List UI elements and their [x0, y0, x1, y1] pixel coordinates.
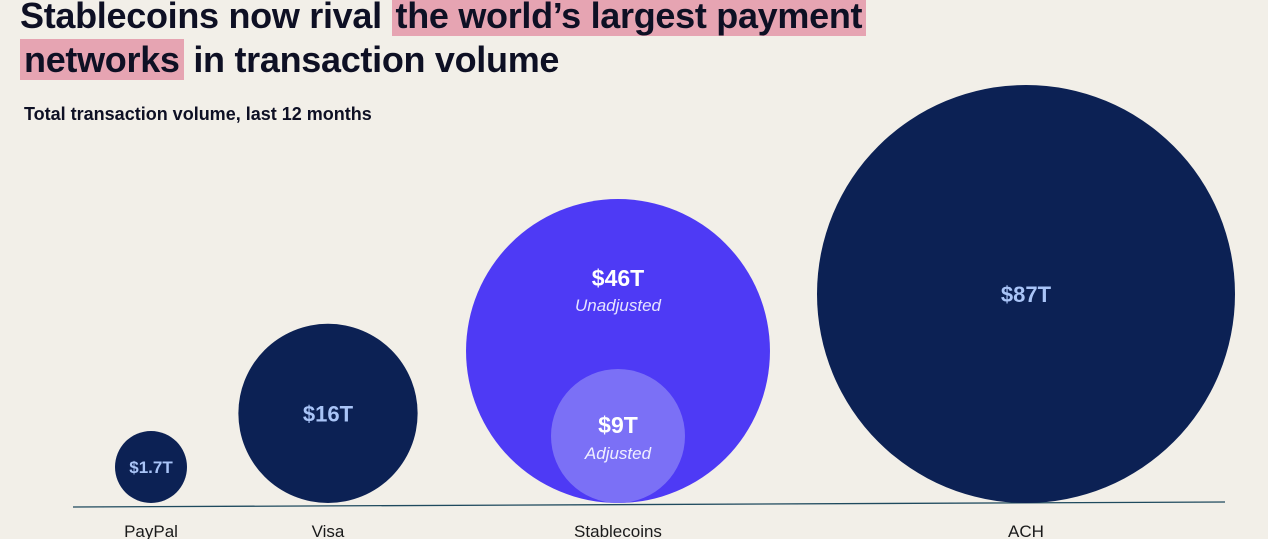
value-label-stablecoins: $46T [592, 265, 644, 291]
bubble-visa [238, 323, 418, 503]
category-label-visa: Visa [312, 522, 345, 539]
value-label-stablecoins-adjusted: $9T [598, 412, 638, 438]
category-label-ach: ACH [1008, 522, 1044, 539]
bubble-stablecoins [466, 199, 770, 503]
bubble-paypal [115, 431, 187, 503]
chart-subtitle: Total transaction volume, last 12 months [24, 104, 372, 124]
bubble-ach [817, 85, 1235, 503]
category-label-paypal: PayPal [124, 522, 178, 539]
category-label-stablecoins: Stablecoins [574, 522, 662, 539]
value-label-paypal: $1.7T [129, 458, 173, 477]
value-label-ach: $87T [1001, 282, 1052, 307]
chart-title: Stablecoins now rival the world’s larges… [20, 0, 1020, 82]
sublabel-stablecoins-adjusted: Adjusted [584, 444, 652, 463]
value-label-visa: $16T [303, 401, 354, 426]
title-post: in transaction volume [183, 39, 560, 80]
title-pre: Stablecoins now rival [20, 0, 392, 36]
bubble-stablecoins-adjusted [551, 369, 685, 503]
title-highlight-1: the world’s largest payment [391, 0, 867, 36]
title-highlight-2: networks [20, 39, 184, 80]
baseline [72, 501, 1226, 508]
sublabel-stablecoins: Unadjusted [575, 296, 662, 315]
